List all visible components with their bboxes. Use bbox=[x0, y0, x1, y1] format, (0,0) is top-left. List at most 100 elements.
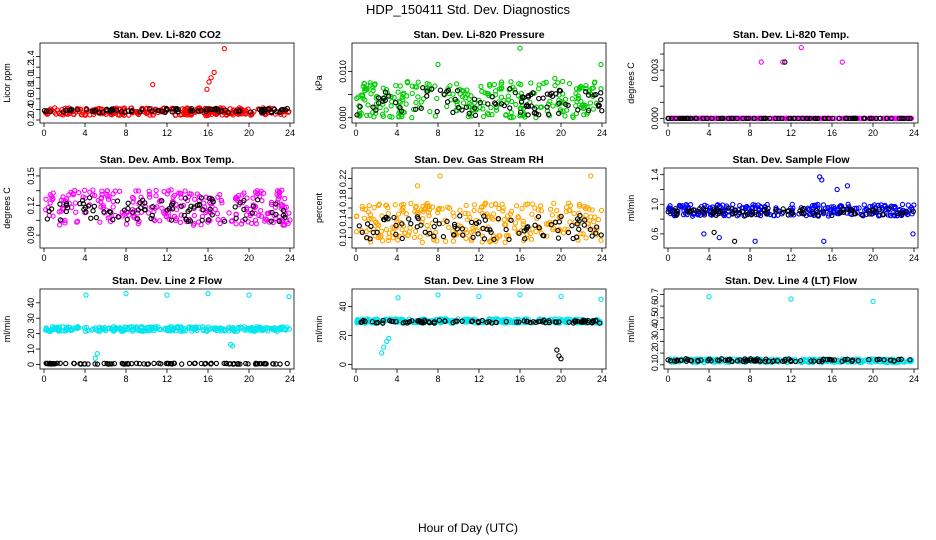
data-point bbox=[280, 222, 287, 228]
data-point bbox=[564, 107, 570, 113]
x-tick-label: 20 bbox=[244, 128, 254, 138]
data-point bbox=[593, 230, 599, 236]
data-point bbox=[512, 89, 518, 96]
y-tick-label: 0.010 bbox=[338, 60, 348, 83]
data-point bbox=[444, 99, 451, 105]
data-point bbox=[251, 328, 257, 334]
data-point bbox=[706, 294, 712, 300]
data-point bbox=[716, 210, 722, 216]
data-point bbox=[431, 223, 437, 230]
data-point bbox=[422, 319, 428, 325]
data-point bbox=[133, 188, 139, 194]
data-point bbox=[465, 113, 471, 120]
data-point bbox=[373, 219, 379, 226]
data-point bbox=[74, 107, 81, 113]
x-tick-label: 4 bbox=[82, 374, 87, 384]
data-point bbox=[282, 195, 288, 202]
data-point bbox=[484, 226, 490, 232]
x-tick-label: 0 bbox=[353, 374, 358, 384]
y-tick-label: 40 bbox=[26, 298, 36, 308]
data-point bbox=[282, 327, 289, 333]
x-tick-label: 12 bbox=[162, 253, 172, 263]
data-point bbox=[547, 98, 553, 105]
data-point bbox=[549, 212, 556, 218]
x-tick-label: 20 bbox=[868, 253, 878, 263]
data-point bbox=[866, 357, 872, 363]
data-point bbox=[422, 229, 428, 235]
data-point bbox=[191, 204, 197, 210]
data-point bbox=[565, 229, 572, 236]
data-point bbox=[149, 81, 156, 88]
data-point bbox=[481, 213, 487, 219]
data-point bbox=[507, 86, 513, 92]
data-point bbox=[457, 213, 463, 219]
data-point bbox=[831, 357, 838, 363]
data-point bbox=[821, 238, 827, 244]
data-point bbox=[471, 202, 478, 208]
data-point bbox=[426, 207, 433, 213]
data-point bbox=[500, 208, 506, 214]
data-point bbox=[395, 211, 402, 217]
data-point bbox=[544, 104, 550, 110]
data-point bbox=[589, 320, 595, 326]
data-point bbox=[575, 93, 581, 99]
data-point bbox=[70, 191, 77, 198]
data-point bbox=[415, 94, 421, 100]
data-point bbox=[583, 212, 589, 218]
data-point bbox=[463, 202, 469, 209]
data-point bbox=[133, 360, 140, 366]
data-point bbox=[716, 357, 723, 364]
data-point bbox=[399, 235, 405, 242]
data-point bbox=[431, 319, 437, 325]
data-point bbox=[211, 69, 217, 76]
data-point bbox=[373, 107, 379, 113]
data-point bbox=[258, 109, 265, 115]
panel-8: Stan. Dev. Line 3 Flow 0 4 8 12 16 20 24 0 20 40 ml… bbox=[314, 275, 607, 384]
data-point bbox=[192, 360, 198, 366]
data-point bbox=[489, 111, 495, 118]
data-point bbox=[440, 233, 447, 240]
data-point bbox=[280, 212, 287, 218]
data-point bbox=[576, 201, 583, 208]
data-point bbox=[582, 217, 588, 223]
data-point bbox=[369, 319, 376, 325]
data-point bbox=[177, 219, 184, 226]
data-point bbox=[517, 109, 524, 116]
data-point bbox=[215, 194, 221, 200]
data-point bbox=[854, 205, 860, 211]
data-point bbox=[508, 109, 514, 116]
data-point bbox=[69, 204, 75, 211]
data-point bbox=[101, 360, 107, 367]
data-point bbox=[371, 204, 377, 211]
data-point bbox=[779, 115, 785, 122]
x-tick-label: 16 bbox=[515, 253, 525, 263]
data-point bbox=[370, 104, 376, 110]
data-point bbox=[554, 347, 560, 353]
data-point bbox=[78, 361, 84, 367]
data-point bbox=[536, 86, 542, 92]
data-point bbox=[587, 226, 594, 233]
data-point bbox=[538, 203, 544, 209]
data-point bbox=[74, 218, 81, 224]
x-tick-label: 8 bbox=[123, 374, 128, 384]
x-tick-label: 12 bbox=[786, 374, 796, 384]
data-point bbox=[136, 361, 143, 367]
data-point bbox=[887, 357, 893, 363]
data-point bbox=[241, 327, 248, 333]
data-point bbox=[598, 207, 605, 214]
data-point bbox=[782, 59, 788, 65]
data-point bbox=[169, 206, 176, 212]
x-tick-label: 0 bbox=[665, 253, 670, 263]
data-point bbox=[463, 104, 470, 110]
data-point bbox=[412, 106, 419, 112]
data-point bbox=[136, 218, 142, 225]
data-point bbox=[393, 222, 399, 229]
data-point bbox=[252, 203, 259, 210]
data-point bbox=[698, 357, 704, 363]
data-point bbox=[471, 207, 477, 214]
data-point bbox=[459, 107, 465, 113]
data-point bbox=[454, 88, 461, 94]
data-point bbox=[185, 208, 191, 215]
data-point bbox=[522, 236, 528, 242]
data-point bbox=[376, 100, 382, 106]
